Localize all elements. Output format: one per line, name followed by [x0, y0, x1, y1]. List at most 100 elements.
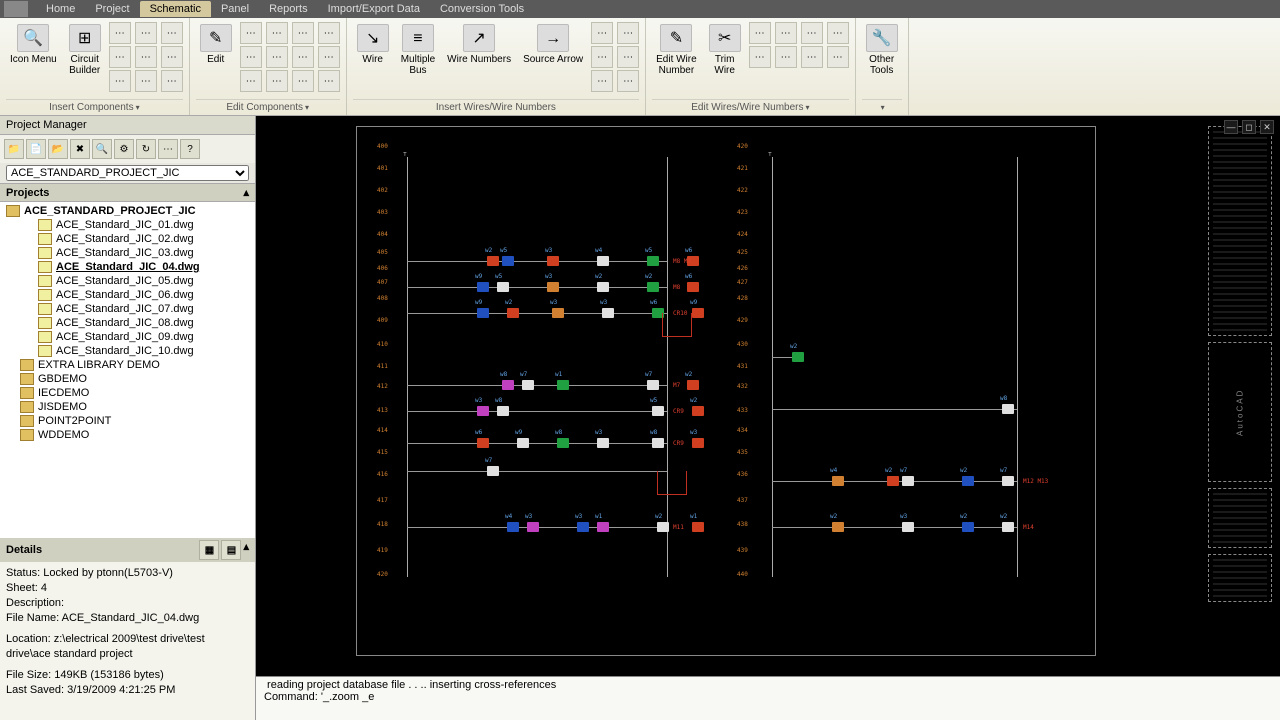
- ribbon-mini-button[interactable]: ⋯: [109, 46, 131, 68]
- ribbon-mini-button[interactable]: ⋯: [591, 22, 613, 44]
- tree-item[interactable]: IECDEMO: [2, 386, 253, 400]
- tree-item[interactable]: ACE_Standard_JIC_01.dwg: [2, 218, 253, 232]
- trim-wire-button[interactable]: ✂Trim Wire: [705, 22, 745, 78]
- ribbon-mini-button[interactable]: ⋯: [801, 22, 823, 44]
- minimap-panel[interactable]: [1208, 488, 1272, 548]
- tree-item[interactable]: JISDEMO: [2, 400, 253, 414]
- schematic-component[interactable]: [792, 352, 804, 362]
- details-view2-button[interactable]: ▤: [221, 540, 241, 560]
- ribbon-mini-button[interactable]: ⋯: [292, 70, 314, 92]
- schematic-component[interactable]: [522, 380, 534, 390]
- ribbon-mini-button[interactable]: ⋯: [591, 70, 613, 92]
- schematic-component[interactable]: [547, 282, 559, 292]
- schematic-component[interactable]: [657, 522, 669, 532]
- schematic-component[interactable]: [547, 256, 559, 266]
- ribbon-mini-button[interactable]: ⋯: [109, 22, 131, 44]
- ribbon-mini-button[interactable]: ⋯: [749, 46, 771, 68]
- schematic-component[interactable]: [557, 438, 569, 448]
- ribbon-mini-button[interactable]: ⋯: [240, 70, 262, 92]
- menu-tab-project[interactable]: Project: [85, 1, 139, 17]
- schematic-component[interactable]: [502, 380, 514, 390]
- pm-toolbar-button-0[interactable]: 📁: [4, 139, 24, 159]
- schematic-component[interactable]: [477, 282, 489, 292]
- pm-toolbar-button-4[interactable]: 🔍: [92, 139, 112, 159]
- pm-toolbar-button-5[interactable]: ⚙: [114, 139, 134, 159]
- tree-item[interactable]: ACE_STANDARD_PROJECT_JIC: [2, 204, 253, 218]
- ribbon-group-label[interactable]: Edit Components: [196, 99, 340, 115]
- pm-toolbar-button-6[interactable]: ↻: [136, 139, 156, 159]
- pm-toolbar-button-2[interactable]: 📂: [48, 139, 68, 159]
- schematic-component[interactable]: [652, 406, 664, 416]
- ribbon-mini-button[interactable]: ⋯: [827, 22, 849, 44]
- schematic-component[interactable]: [597, 438, 609, 448]
- schematic-component[interactable]: [557, 380, 569, 390]
- tree-item[interactable]: ACE_Standard_JIC_03.dwg: [2, 246, 253, 260]
- schematic-component[interactable]: [497, 406, 509, 416]
- tree-item[interactable]: ACE_Standard_JIC_08.dwg: [2, 316, 253, 330]
- ribbon-mini-button[interactable]: ⋯: [292, 46, 314, 68]
- ribbon-group-label[interactable]: Insert Components: [6, 99, 183, 115]
- system-icon[interactable]: [4, 1, 28, 17]
- ribbon-mini-button[interactable]: ⋯: [240, 46, 262, 68]
- schematic-component[interactable]: [597, 522, 609, 532]
- menu-tab-reports[interactable]: Reports: [259, 1, 318, 17]
- schematic-component[interactable]: [687, 380, 699, 390]
- ribbon-mini-button[interactable]: ⋯: [266, 22, 288, 44]
- edit-button[interactable]: ✎Edit: [196, 22, 236, 67]
- multiple-bus-button[interactable]: ≡Multiple Bus: [397, 22, 439, 78]
- ribbon-mini-button[interactable]: ⋯: [135, 22, 157, 44]
- tree-item[interactable]: WDDEMO: [2, 428, 253, 442]
- ribbon-mini-button[interactable]: ⋯: [266, 46, 288, 68]
- ribbon-mini-button[interactable]: ⋯: [161, 46, 183, 68]
- wire-numbers-button[interactable]: ↗Wire Numbers: [443, 22, 515, 67]
- tree-item[interactable]: POINT2POINT: [2, 414, 253, 428]
- schematic-component[interactable]: [507, 308, 519, 318]
- pm-toolbar-button-7[interactable]: ⋯: [158, 139, 178, 159]
- ribbon-mini-button[interactable]: ⋯: [775, 22, 797, 44]
- ribbon-mini-button[interactable]: ⋯: [318, 46, 340, 68]
- wire-button[interactable]: ↘Wire: [353, 22, 393, 67]
- schematic-component[interactable]: [902, 522, 914, 532]
- details-view1-button[interactable]: ▦: [199, 540, 219, 560]
- ribbon-mini-button[interactable]: ⋯: [135, 46, 157, 68]
- menu-tab-panel[interactable]: Panel: [211, 1, 259, 17]
- ribbon-mini-button[interactable]: ⋯: [801, 46, 823, 68]
- minimize-button[interactable]: —: [1224, 120, 1238, 134]
- edit-wire-number-button[interactable]: ✎Edit Wire Number: [652, 22, 701, 78]
- tree-item[interactable]: ACE_Standard_JIC_06.dwg: [2, 288, 253, 302]
- schematic-component[interactable]: [692, 438, 704, 448]
- pm-toolbar-button-1[interactable]: 📄: [26, 139, 46, 159]
- collapse-icon[interactable]: ▴: [243, 540, 249, 560]
- ribbon-mini-button[interactable]: ⋯: [161, 70, 183, 92]
- menu-tab-conversion-tools[interactable]: Conversion Tools: [430, 1, 534, 17]
- schematic-component[interactable]: [597, 282, 609, 292]
- schematic-component[interactable]: [487, 466, 499, 476]
- schematic-component[interactable]: [552, 308, 564, 318]
- ribbon-mini-button[interactable]: ⋯: [161, 22, 183, 44]
- other-tools-button[interactable]: 🔧Other Tools: [862, 22, 902, 78]
- schematic-component[interactable]: [647, 380, 659, 390]
- ribbon-mini-button[interactable]: ⋯: [775, 46, 797, 68]
- ribbon-mini-button[interactable]: ⋯: [318, 22, 340, 44]
- ribbon-mini-button[interactable]: ⋯: [749, 22, 771, 44]
- source-arrow-button[interactable]: →Source Arrow: [519, 22, 587, 67]
- tree-item[interactable]: ACE_Standard_JIC_02.dwg: [2, 232, 253, 246]
- drawing-area[interactable]: — ◻ ✕ 4004014024034044054064074084094104…: [256, 116, 1280, 720]
- tree-item[interactable]: ACE_Standard_JIC_05.dwg: [2, 274, 253, 288]
- icon-menu-button[interactable]: 🔍Icon Menu: [6, 22, 61, 67]
- ribbon-mini-button[interactable]: ⋯: [135, 70, 157, 92]
- schematic-component[interactable]: [692, 308, 704, 318]
- minimap-panel[interactable]: [1208, 554, 1272, 602]
- ribbon-group-label[interactable]: Edit Wires/Wire Numbers: [652, 99, 849, 115]
- menu-tab-schematic[interactable]: Schematic: [140, 1, 211, 17]
- schematic-component[interactable]: [647, 256, 659, 266]
- pm-toolbar-button-3[interactable]: ✖: [70, 139, 90, 159]
- menu-tab-import-export-data[interactable]: Import/Export Data: [318, 1, 430, 17]
- ribbon-group-label[interactable]: [862, 99, 902, 115]
- schematic-component[interactable]: [477, 406, 489, 416]
- schematic-component[interactable]: [517, 438, 529, 448]
- ribbon-mini-button[interactable]: ⋯: [292, 22, 314, 44]
- ribbon-mini-button[interactable]: ⋯: [591, 46, 613, 68]
- schematic-component[interactable]: [652, 438, 664, 448]
- ribbon-mini-button[interactable]: ⋯: [109, 70, 131, 92]
